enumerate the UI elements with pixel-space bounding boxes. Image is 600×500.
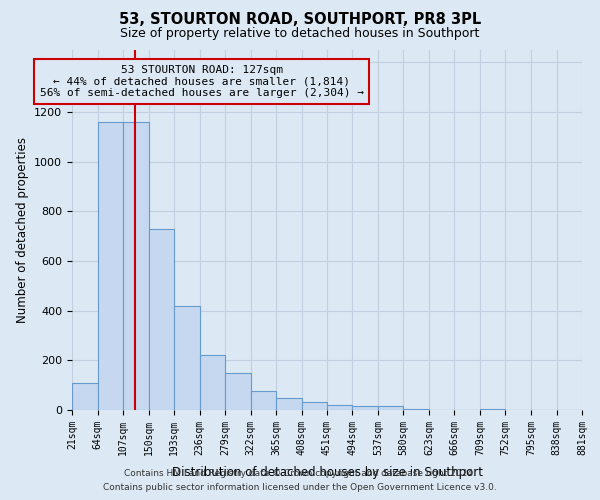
Text: 53 STOURTON ROAD: 127sqm
← 44% of detached houses are smaller (1,814)
56% of sem: 53 STOURTON ROAD: 127sqm ← 44% of detach… [40, 65, 364, 98]
Bar [97, 122, 123, 410]
Bar [276, 398, 302, 410]
Bar [480, 409, 505, 410]
Text: Contains HM Land Registry data © Crown copyright and database right 2024.: Contains HM Land Registry data © Crown c… [124, 468, 476, 477]
Bar [403, 409, 429, 410]
Bar [378, 406, 403, 410]
Bar [225, 373, 251, 410]
Bar [302, 402, 327, 410]
Bar [199, 356, 225, 410]
Bar [327, 405, 352, 410]
X-axis label: Distribution of detached houses by size in Southport: Distribution of detached houses by size … [172, 466, 482, 479]
Bar [174, 306, 199, 410]
Bar [123, 122, 149, 410]
Bar [149, 229, 174, 410]
Bar [352, 406, 378, 410]
Bar [251, 392, 276, 410]
Text: Size of property relative to detached houses in Southport: Size of property relative to detached ho… [121, 28, 479, 40]
Y-axis label: Number of detached properties: Number of detached properties [16, 137, 29, 323]
Bar [72, 384, 97, 410]
Text: Contains public sector information licensed under the Open Government Licence v3: Contains public sector information licen… [103, 484, 497, 492]
Text: 53, STOURTON ROAD, SOUTHPORT, PR8 3PL: 53, STOURTON ROAD, SOUTHPORT, PR8 3PL [119, 12, 481, 28]
